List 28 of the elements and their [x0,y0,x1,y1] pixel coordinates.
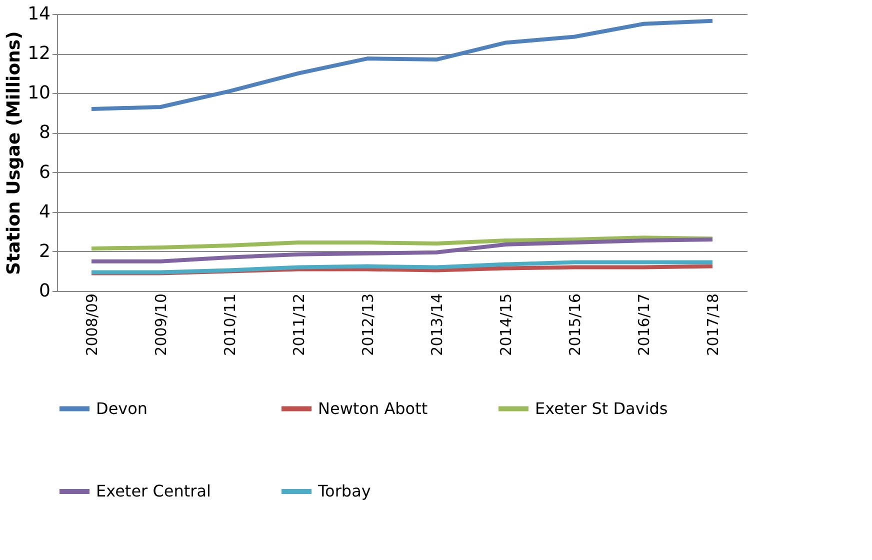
legend-label: Torbay [317,482,371,500]
y-tick-label: 6 [39,162,50,183]
x-tick-label: 2013/14 [428,294,446,356]
y-tick-label: 2 [39,240,50,262]
x-tick-label: 2010/11 [221,294,239,356]
x-tick-label: 2014/15 [497,294,515,356]
legend-label: Devon [96,398,148,418]
line-series [90,260,714,274]
y-tick-label: 8 [39,122,50,144]
line-series [90,236,714,250]
y-tick-label: 0 [39,280,50,302]
y-axis-title: Station Usgae (Millions) [4,31,25,275]
legend-label: Exeter St Davids [535,398,668,418]
x-tick-label: 2011/12 [290,294,308,356]
line-series [90,18,714,111]
y-tick-label: 14 [28,4,50,24]
line-series [90,238,714,264]
y-tick-label: 4 [39,201,50,222]
x-tick-label: 2017/18 [704,294,722,356]
x-tick-label: 2009/10 [152,294,170,356]
y-tick-label: 12 [28,43,50,64]
y-tick-label: 10 [28,82,50,104]
legend-label: Newton Abott [318,398,428,418]
x-tick-label: 2012/13 [359,294,377,356]
x-tick-label: 2015/16 [566,294,584,356]
x-tick-label: 2016/17 [635,294,653,356]
legend-label: Exeter Central [96,482,211,500]
x-tick-label: 2008/09 [83,294,101,356]
